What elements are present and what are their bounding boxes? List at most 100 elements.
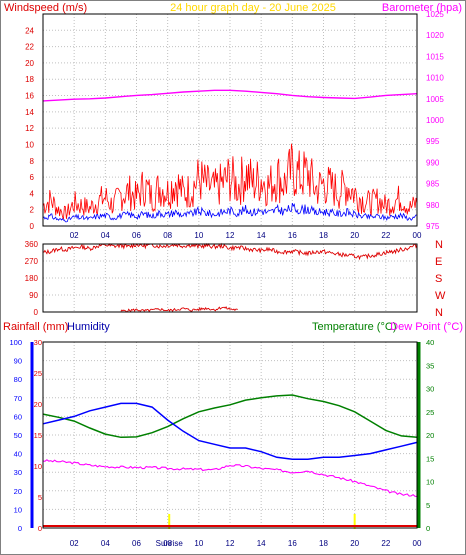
temperature-tick-label: 35 bbox=[426, 361, 434, 370]
rainfall-tick-label: 10 bbox=[34, 462, 42, 471]
x-tick-label: 12 bbox=[226, 231, 235, 240]
barometer-tick-label: 1015 bbox=[426, 52, 444, 61]
pressure-line bbox=[42, 89, 418, 102]
temperature-tick-label: 40 bbox=[426, 338, 434, 347]
windspeed-tick-label: 18 bbox=[25, 75, 34, 84]
x-tick-label: 00 bbox=[413, 231, 422, 240]
humidity-tick-label: 70 bbox=[14, 394, 22, 403]
humidity-tick-label: 100 bbox=[9, 338, 22, 347]
dewpoint-axis-title: Dew Point (°C) bbox=[390, 321, 463, 333]
windspeed-tick-label: 24 bbox=[25, 26, 34, 35]
direction-degree-label: 360 bbox=[25, 240, 39, 249]
barometer-tick-label: 1000 bbox=[426, 116, 444, 125]
x-tick-label: 08 bbox=[163, 231, 172, 240]
temperature-tick-label: 15 bbox=[426, 454, 434, 463]
temperature-humidity-panel: 0102030405060708090100051015202530051015… bbox=[9, 338, 434, 548]
x-tick-label: 18 bbox=[319, 539, 328, 548]
wind-direction-series bbox=[42, 242, 418, 313]
rainfall-tick-label: 15 bbox=[34, 431, 42, 440]
rainfall-tick-label: 30 bbox=[34, 338, 42, 347]
x-tick-label: 06 bbox=[132, 539, 141, 548]
x-tick-label: 10 bbox=[194, 231, 203, 240]
temperature-line bbox=[42, 394, 418, 439]
humidity-tick-label: 90 bbox=[14, 357, 22, 366]
humidity-tick-label: 0 bbox=[18, 524, 22, 533]
graph-title: 24 hour graph day - 20 June 2025 bbox=[170, 2, 336, 14]
gust-line bbox=[42, 143, 418, 220]
humidity-tick-label: 50 bbox=[14, 431, 22, 440]
barometer-tick-label: 990 bbox=[426, 158, 440, 167]
rainfall-axis-title: Rainfall (mm) bbox=[3, 321, 68, 333]
direction-degree-labels: 0 90 180 270 360 bbox=[25, 240, 39, 317]
wind-pressure-x-tick-labels: 02 04 06 08 10 12 14 16 18 20 22 00 bbox=[70, 231, 422, 240]
windspeed-axis-title: Windspeed (m/s) bbox=[4, 2, 87, 14]
rainfall-tick-label: 0 bbox=[38, 524, 42, 533]
x-tick-label: 20 bbox=[350, 539, 359, 548]
windspeed-tick-label: 22 bbox=[25, 43, 34, 52]
x-tick-label: 08 bbox=[163, 539, 172, 548]
average-line bbox=[42, 202, 418, 223]
temperature-tick-label: 20 bbox=[426, 431, 434, 440]
x-tick-label: 10 bbox=[194, 539, 203, 548]
barometer-tick-label: 1025 bbox=[426, 10, 444, 19]
direction-degree-label: 90 bbox=[29, 291, 38, 300]
humidity-tick-label: 20 bbox=[14, 487, 22, 496]
x-tick-label: 06 bbox=[132, 231, 141, 240]
windspeed-tick-label: 6 bbox=[30, 173, 35, 182]
humidity-tick-label: 40 bbox=[14, 450, 22, 459]
x-tick-label: 22 bbox=[381, 231, 390, 240]
barometer-tick-label: 980 bbox=[426, 201, 440, 210]
direction-line bbox=[42, 242, 418, 261]
sunrise-label: Sunrise bbox=[156, 539, 184, 548]
humidity-tick-label: 60 bbox=[14, 412, 22, 421]
windspeed-tick-label: 16 bbox=[25, 92, 34, 101]
x-tick-label: 14 bbox=[257, 231, 266, 240]
barometer-tick-label: 1020 bbox=[426, 31, 444, 40]
x-tick-label: 04 bbox=[101, 539, 110, 548]
barometer-tick-label: 975 bbox=[426, 222, 440, 231]
barometer-tick-label: 985 bbox=[426, 180, 440, 189]
x-tick-label: 22 bbox=[381, 539, 390, 548]
barometer-tick-label: 1005 bbox=[426, 95, 444, 104]
windspeed-tick-label: 2 bbox=[30, 206, 35, 215]
x-tick-label: 14 bbox=[257, 539, 266, 548]
temperature-humidity-series bbox=[42, 394, 418, 529]
direction-degree-label: 0 bbox=[34, 308, 39, 317]
x-tick-label: 12 bbox=[226, 539, 235, 548]
direction-degree-label: 180 bbox=[25, 274, 39, 283]
temperature-humidity-tick-labels: 0102030405060708090100051015202530051015… bbox=[9, 338, 434, 548]
rainfall-tick-label: 25 bbox=[34, 369, 42, 378]
x-tick-label: 02 bbox=[70, 539, 79, 548]
humidity-axis-title: Humidity bbox=[67, 321, 110, 333]
north-direction-line bbox=[120, 306, 238, 313]
wind-pressure-series bbox=[42, 89, 418, 223]
humidity-tick-label: 30 bbox=[14, 468, 22, 477]
humidity-tick-label: 80 bbox=[14, 375, 22, 384]
windspeed-tick-label: 0 bbox=[30, 222, 35, 231]
x-tick-label: 02 bbox=[70, 231, 79, 240]
compass-label: E bbox=[435, 256, 442, 268]
barometer-tick-labels: 975 980 985 990 995 1000 1005 1010 1015 1020 1025 bbox=[426, 10, 444, 231]
compass-label: N bbox=[435, 239, 443, 251]
humidity-tick-label: 10 bbox=[14, 505, 22, 514]
windspeed-tick-label: 4 bbox=[30, 189, 35, 198]
temperature-tick-label: 30 bbox=[426, 385, 434, 394]
temperature-humidity-frame bbox=[42, 341, 418, 529]
windspeed-tick-label: 10 bbox=[25, 140, 34, 149]
compass-label: S bbox=[435, 273, 442, 285]
temperature-humidity-axes bbox=[30, 342, 421, 528]
direction-degree-label: 270 bbox=[25, 257, 39, 266]
windspeed-tick-label: 12 bbox=[25, 124, 34, 133]
x-tick-label: 16 bbox=[288, 231, 297, 240]
barometer-axis-title: Barometer (hpa) bbox=[382, 2, 462, 14]
temperature-tick-label: 5 bbox=[426, 501, 430, 510]
temperature-tick-label: 10 bbox=[426, 478, 434, 487]
windspeed-tick-label: 20 bbox=[25, 59, 34, 68]
dewpoint-line bbox=[42, 459, 418, 498]
rainfall-tick-label: 5 bbox=[38, 493, 42, 502]
wind-direction-frame bbox=[42, 243, 418, 313]
